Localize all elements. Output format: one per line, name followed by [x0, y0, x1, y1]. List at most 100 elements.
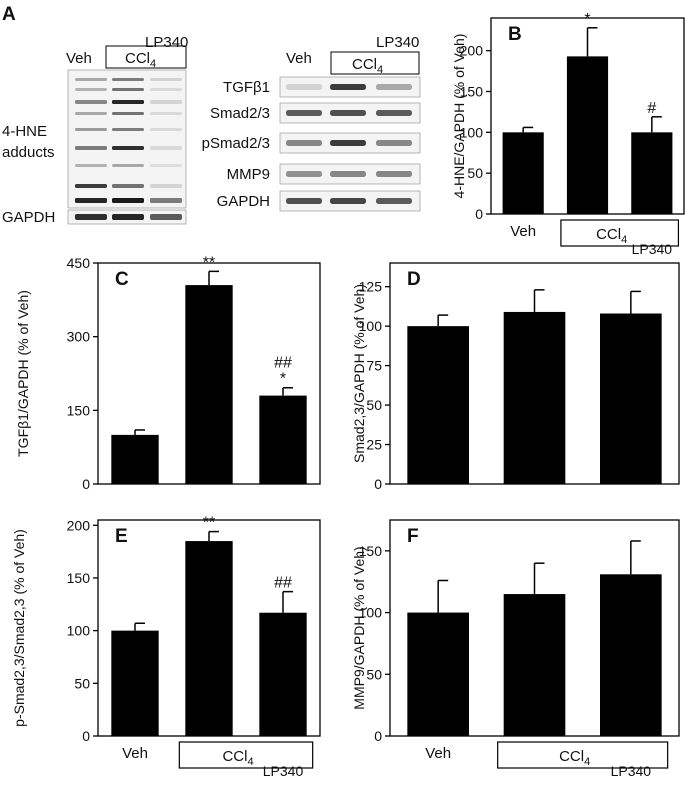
y-axis-label: Smad2,3/GAPDH (% of Veh) — [351, 284, 367, 463]
y-tick-label: 100 — [359, 318, 383, 334]
hne-band — [112, 184, 144, 188]
chart-d: 0 25 50 75 100 125 Smad2,3/GAPDH (% of Veh) D — [340, 250, 699, 495]
hne-band — [75, 100, 107, 104]
significance-marker: * — [584, 11, 590, 28]
y-tick-label: 150 — [67, 402, 91, 418]
y-tick-label: 50 — [366, 397, 382, 413]
hne-band — [150, 100, 182, 104]
panel-letter: E — [115, 526, 128, 547]
blot-band — [286, 198, 322, 204]
left-veh-label: Veh — [66, 50, 92, 67]
bar — [259, 395, 307, 484]
hne-band — [150, 146, 182, 150]
panel-letter: B — [508, 24, 522, 45]
chart-b-svg: 0 50 100 150 200 * #4-HNE/GAPDH (% of Veh) B Veh… — [451, 11, 685, 257]
panel-letter: D — [407, 269, 421, 290]
y-tick-label: 200 — [460, 43, 484, 59]
y-tick-label: 0 — [374, 476, 382, 492]
panel-letter: C — [115, 269, 129, 290]
blot-band — [376, 84, 412, 90]
ccl4-group-box — [560, 219, 680, 247]
blot-svg: A LP340 Veh CCl4 4-HNE adducts GAPDH LP3… — [2, 4, 421, 226]
y-tick-label: 125 — [359, 279, 383, 295]
hne-band — [112, 198, 144, 203]
hne-band — [75, 198, 107, 203]
y-axis-label: TGFβ1/GAPDH (% of Veh) — [15, 290, 31, 457]
bar — [111, 434, 159, 484]
y-tick-label: 150 — [460, 84, 484, 100]
chart-e-svg: 0 50 100 150 200 ** ## p-Smad2,3/Smad2,3 (% of … — [11, 515, 321, 779]
bar — [185, 285, 233, 484]
bar — [111, 630, 159, 736]
hne-band — [150, 164, 182, 167]
bar — [503, 311, 566, 484]
left-ccl4-label: CCl4 — [125, 50, 156, 70]
protein-blots: TGFβ1 Smad2/3 pSmad2/3 MMP9 GAPDH — [202, 76, 421, 212]
group-label-ccl4: CCl4 — [559, 748, 590, 768]
left-ccl4-box — [105, 45, 187, 69]
group-label-lp340: LP340 — [263, 763, 304, 779]
hne-band — [112, 164, 144, 167]
hne-band — [112, 78, 144, 81]
bar — [185, 541, 233, 736]
y-tick-label: 100 — [67, 623, 91, 639]
left-gapdh-band — [150, 214, 182, 220]
y-tick-label: 100 — [460, 124, 484, 140]
hne-band — [112, 112, 144, 115]
hne-band — [75, 184, 107, 188]
ccl4-group-box — [178, 741, 314, 769]
hne-band — [150, 128, 182, 131]
chart-b: 0 50 100 150 200 * #4-HNE/GAPDH (% of Veh) B Veh… — [440, 0, 699, 265]
left-gapdh-band — [75, 214, 107, 220]
y-axis-label: MMP9/GAPDH (% of Veh) — [351, 546, 367, 709]
chart-f: 0 50 100 150 MMP9/GAPDH (% of Veh) F Veh CCl4 LP… — [340, 505, 699, 787]
bar — [566, 56, 609, 215]
hne-band — [75, 146, 107, 150]
left-gapdh-band — [112, 214, 144, 220]
hne-blot-image — [67, 69, 187, 225]
group-label-ccl4: CCl4 — [596, 226, 627, 246]
y-tick-label: 0 — [82, 476, 90, 492]
hne-band — [75, 112, 107, 115]
y-axis-label: p-Smad2,3/Smad2,3 (% of Veh) — [11, 529, 27, 727]
bar — [631, 132, 673, 214]
chart-e: 0 50 100 150 200 ** ## p-Smad2,3/Smad2,3 (% of … — [0, 505, 340, 787]
ccl4-group-box — [497, 741, 669, 769]
hne-band — [150, 184, 182, 188]
hne-band — [75, 78, 107, 81]
left-gapdh-label: GAPDH — [2, 209, 55, 226]
blot-band — [286, 140, 322, 146]
blot-band — [330, 84, 366, 90]
hne-band — [112, 128, 144, 131]
group-label-veh: Veh — [425, 745, 451, 762]
hne-band — [150, 112, 182, 115]
blot-band — [286, 110, 322, 116]
right-ccl4-label: CCl4 — [352, 56, 383, 76]
blot-band — [376, 171, 412, 177]
bar — [600, 574, 662, 736]
y-tick-label: 100 — [359, 605, 383, 621]
blot-band — [330, 171, 366, 177]
hne-band — [150, 88, 182, 91]
left-lp340-label: LP340 — [145, 34, 188, 51]
group-label-veh: Veh — [510, 223, 536, 240]
bar — [503, 594, 566, 736]
y-tick-label: 50 — [74, 675, 90, 691]
y-tick-label: 0 — [475, 206, 483, 222]
y-tick-label: 50 — [366, 666, 382, 682]
significance-marker: ** — [203, 515, 215, 532]
group-label-ccl4: CCl4 — [222, 748, 253, 768]
hne-band — [112, 88, 144, 91]
hne-band — [75, 164, 107, 167]
y-tick-label: 450 — [67, 255, 91, 271]
hne-label-line1: 4-HNE — [2, 123, 47, 140]
blot-band — [286, 171, 322, 177]
blot-band — [330, 198, 366, 204]
y-axis-label: 4-HNE/GAPDH (% of Veh) — [451, 34, 467, 199]
y-tick-label: 150 — [359, 543, 383, 559]
panel-letter: F — [407, 526, 419, 547]
chart-c: 0 150 300 450 ** * ## TGFβ1/GAPDH (% of Veh) C — [0, 250, 340, 495]
